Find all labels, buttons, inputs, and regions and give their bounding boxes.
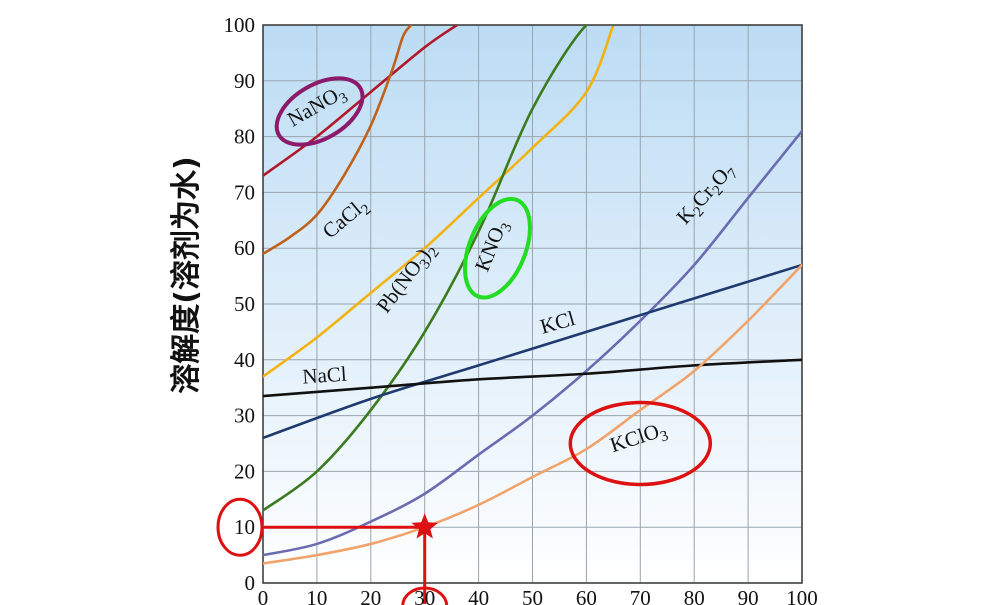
x-tick-label: 50 <box>522 586 543 605</box>
series-line-KNO3 <box>263 25 615 512</box>
highlight-kclo3 <box>568 400 713 487</box>
series-line-CaCl2 <box>263 25 413 256</box>
y-axis-label: 溶解度(溶剂为水) <box>169 156 204 393</box>
y-tick-label: 30 <box>234 404 255 428</box>
plot-frame <box>262 24 803 584</box>
y-tick-label: 10 <box>234 515 255 539</box>
x-tick-label: 40 <box>468 586 489 605</box>
series-line-Pb(NO3)2 <box>263 25 615 378</box>
y-tick-label: 70 <box>234 180 255 204</box>
series-line-K2Cr2O7 <box>263 129 802 557</box>
series-line-NaNO3 <box>263 25 459 177</box>
y-tick-label: 0 <box>245 571 256 595</box>
y-tick-label: 40 <box>234 348 255 372</box>
x-tick-label: 60 <box>576 586 597 605</box>
y-tick-label: 60 <box>234 236 255 260</box>
x-tick-label: 80 <box>684 586 705 605</box>
x-tick-label: 90 <box>738 586 759 605</box>
series-group <box>263 25 802 565</box>
x-tick-label: 0 <box>258 586 269 605</box>
y-tick-label: 100 <box>224 13 256 37</box>
highlight-kno3 <box>463 196 532 300</box>
series-line-NaCl <box>263 358 802 398</box>
y-tick-label: 50 <box>234 292 255 316</box>
x-tick-label: 30 <box>414 586 435 605</box>
annotations <box>216 76 713 605</box>
x-tick-label: 20 <box>360 586 381 605</box>
y-tick-label: 20 <box>234 459 255 483</box>
y-tick-label: 80 <box>234 125 255 149</box>
highlight-nano3 <box>274 76 365 147</box>
axes <box>262 24 803 584</box>
highlight-x30 <box>401 586 449 605</box>
x-tick-label: 10 <box>306 586 327 605</box>
highlight-y10 <box>216 497 264 557</box>
tick-labels: 0 10 20 30 40 50 60 70 80 90 100 0 10 20 30 40 50 60 70 80 9… <box>224 13 818 605</box>
x-tick-label: 100 <box>786 586 818 605</box>
series-line-KClO3 <box>263 263 802 565</box>
y-tick-label: 90 <box>234 69 255 93</box>
series-label-NaCl: NaCl <box>302 362 348 389</box>
x-tick-label: 70 <box>630 586 651 605</box>
star-marker <box>411 513 438 539</box>
series-line-KCl <box>263 263 802 440</box>
